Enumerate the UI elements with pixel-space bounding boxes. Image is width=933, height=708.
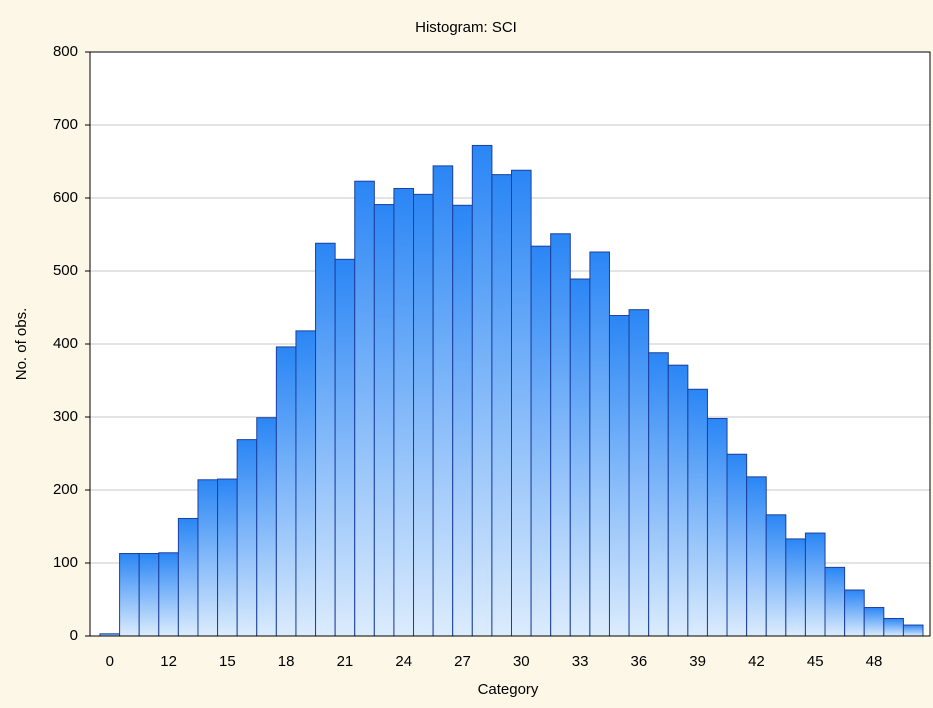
x-tick-label: 12 [160,653,177,670]
bar [511,169,532,637]
bar [550,233,571,637]
x-tick-label: 27 [454,653,471,670]
bar [687,388,708,637]
bar [413,193,434,637]
bar [569,278,591,637]
x-tick-label: 30 [513,653,530,670]
bar [863,607,885,637]
bar [432,165,454,637]
bar [746,476,767,637]
bar [158,552,179,637]
x-tick-label: 48 [866,653,883,670]
bar [765,514,787,637]
y-tick-label: 100 [53,554,78,571]
bar [295,330,317,637]
y-tick-label: 400 [53,335,78,352]
bar [804,532,826,637]
bar [452,204,473,637]
bar [334,258,356,637]
bar [530,245,552,637]
y-axis-label: No. of obs. [13,308,30,381]
bar [589,251,610,637]
bar [373,204,395,637]
y-tick-label: 600 [53,189,78,206]
y-tick-label: 300 [53,408,78,425]
y-tick-label: 500 [53,262,78,279]
bar [197,479,219,637]
bar [315,242,336,637]
x-axis-label: Category [478,681,539,698]
bar [628,309,650,637]
x-tick-label: 15 [219,653,236,670]
bar [726,453,748,637]
x-tick-label: 36 [631,653,648,670]
x-tick-label: 24 [395,653,412,670]
bar [883,617,904,637]
x-tick-label: 39 [689,653,706,670]
bar [608,315,630,637]
bar [785,538,806,637]
bar [138,553,160,637]
bar [648,352,669,637]
y-tick-label: 200 [53,481,78,498]
bar [471,144,493,637]
bar [119,553,140,637]
x-tick-label: 42 [748,653,765,670]
x-tick-label: 33 [572,653,589,670]
bar [824,566,846,637]
bar [706,417,728,637]
chart-title: Histogram: SCI [415,19,517,36]
bar [667,364,689,637]
x-tick-label: 45 [807,653,824,670]
bar [217,478,238,637]
x-tick-label: 18 [278,653,295,670]
bar [844,589,865,637]
bar [236,439,258,637]
bar [393,188,415,637]
x-tick-label: 21 [337,653,354,670]
bar [256,417,277,637]
bar [354,180,375,637]
y-tick-label: 0 [70,627,78,644]
bar [902,624,924,637]
bar [491,174,512,637]
y-tick-label: 700 [53,116,78,133]
bar [275,346,297,637]
y-tick-label: 800 [53,43,78,60]
x-tick-label: 0 [106,653,114,670]
bar [177,517,199,637]
